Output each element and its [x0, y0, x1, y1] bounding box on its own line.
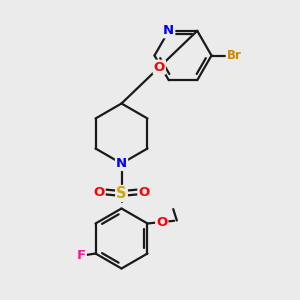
Text: O: O — [156, 215, 167, 229]
Text: N: N — [163, 24, 174, 37]
Text: Br: Br — [226, 49, 242, 62]
Text: O: O — [154, 61, 165, 74]
Text: S: S — [116, 186, 127, 201]
Text: N: N — [116, 157, 127, 170]
Text: F: F — [77, 249, 86, 262]
Text: O: O — [138, 185, 150, 199]
Text: O: O — [93, 185, 105, 199]
